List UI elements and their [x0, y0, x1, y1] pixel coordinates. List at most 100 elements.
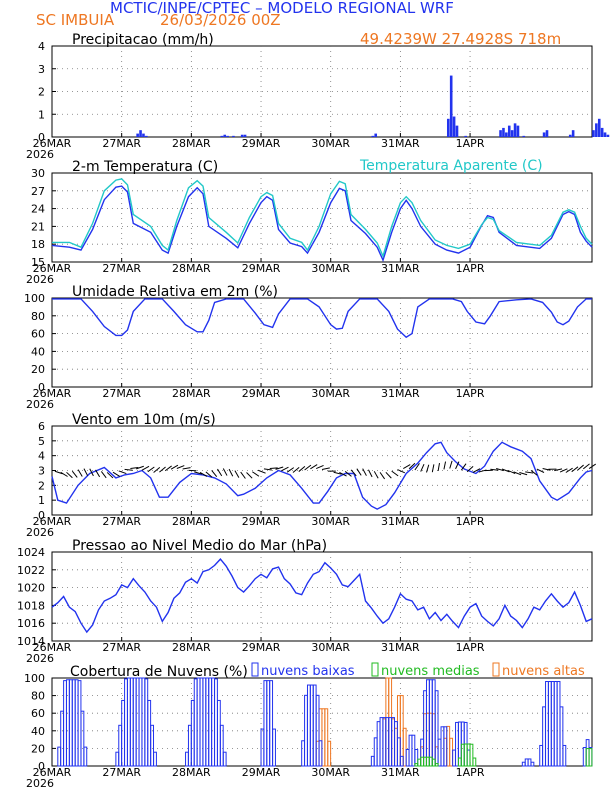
- wind-vector: [223, 469, 227, 476]
- cloud-bar-low: [528, 759, 531, 766]
- x-tick-label: 30MAR: [311, 766, 350, 779]
- cloud-bar-mid: [432, 759, 435, 766]
- cloud-bar-low: [456, 722, 459, 766]
- y-tick-label: 100: [24, 292, 45, 305]
- cloud-bar-low: [557, 682, 560, 766]
- cloud-bar-low: [142, 678, 145, 766]
- x-axis-year: 2026: [26, 273, 54, 286]
- cloud-bar-low: [217, 700, 220, 766]
- run-time: 26/03/2026 00Z: [160, 11, 281, 29]
- wind-vector: [357, 469, 361, 476]
- wind-vector: [264, 469, 272, 470]
- cloud-bar-low: [305, 695, 308, 766]
- wind-vector: [183, 468, 191, 469]
- precip-bar: [607, 135, 610, 137]
- cloud-bar-mid: [435, 764, 438, 766]
- x-tick-label: 29MAR: [242, 515, 281, 528]
- precip-bar: [447, 119, 450, 137]
- x-tick-label: 30MAR: [311, 387, 350, 400]
- x-axis-year: 2026: [26, 148, 54, 161]
- wind-vector: [247, 472, 253, 478]
- cloud-bar-low: [220, 725, 223, 766]
- x-tick-label: 1APR: [456, 137, 485, 150]
- x-axis-year: 2026: [26, 398, 54, 411]
- cloud-bar-low: [310, 685, 313, 766]
- x-tick-label: 30MAR: [311, 641, 350, 654]
- x-tick-label: 1APR: [456, 387, 485, 400]
- cloud-bar-low: [432, 680, 435, 766]
- cloud-bar-high: [322, 709, 325, 766]
- cloud-bar-high: [403, 728, 406, 766]
- wind-vector: [368, 470, 372, 477]
- cloud-bar-high: [325, 709, 328, 766]
- cloud-bar-low: [197, 678, 200, 766]
- precip-bar: [221, 136, 224, 137]
- panel-title: 2-m Temperatura (C): [72, 159, 218, 175]
- legend-label: nuvens baixas: [261, 664, 355, 679]
- cloud-bar-low: [386, 718, 389, 766]
- cloud-bar-low: [412, 735, 415, 766]
- x-axis-year: 2026: [26, 526, 54, 539]
- precip-bar: [136, 134, 139, 137]
- wind-vector: [67, 472, 73, 477]
- wind-vector: [392, 471, 398, 476]
- cloud-bar-low: [148, 700, 151, 766]
- series-line-umidade: [52, 299, 592, 337]
- cloud-bar-low: [72, 680, 75, 766]
- x-axis-year: 2026: [26, 652, 54, 665]
- precip-bar: [499, 130, 502, 137]
- cloud-bar-low: [441, 727, 444, 766]
- cloud-bar-low: [67, 680, 70, 766]
- y-tick-label: 1: [38, 494, 45, 507]
- wind-vector: [432, 464, 434, 472]
- cloud-bar-low: [583, 748, 586, 766]
- wind-vector: [72, 471, 77, 477]
- panel-title: Vento em 10m (m/s): [72, 412, 216, 428]
- x-tick-label: 1APR: [456, 262, 485, 275]
- cloud-bar-mid: [458, 758, 461, 766]
- x-tick-label: 29MAR: [242, 262, 281, 275]
- wind-vector: [316, 465, 323, 468]
- cloud-bar-low: [453, 750, 456, 766]
- precip-bar: [543, 132, 546, 137]
- cloud-bar-low: [81, 711, 84, 766]
- legend-swatch: [372, 663, 378, 676]
- y-tick-label: 4: [38, 450, 45, 463]
- x-tick-label: 31MAR: [381, 137, 420, 150]
- wind-vector: [444, 462, 446, 470]
- cloud-bar-low: [151, 725, 154, 766]
- x-tick-label: 27MAR: [102, 262, 141, 275]
- wind-vector: [299, 466, 305, 471]
- cloud-bar-high: [450, 738, 453, 766]
- x-tick-label: 29MAR: [242, 766, 281, 779]
- y-tick-label: 18: [31, 238, 45, 251]
- x-tick-label: 31MAR: [381, 515, 420, 528]
- y-tick-label: 30: [31, 167, 45, 180]
- cloud-bar-low: [313, 685, 316, 766]
- y-tick-label: 27: [31, 185, 45, 198]
- x-tick-label: 29MAR: [242, 137, 281, 150]
- cloud-bar-low: [406, 749, 409, 766]
- cloud-bar-low: [560, 707, 563, 766]
- cloud-bar-low: [139, 678, 142, 766]
- station-coords: 49.4239W 27.4928S 718m: [360, 30, 561, 48]
- cloud-bar-low: [302, 741, 305, 766]
- y-tick-label: 80: [31, 310, 45, 323]
- precip-bar: [502, 128, 505, 137]
- cloud-bar-low: [209, 678, 212, 766]
- cloud-bar-low: [319, 741, 322, 766]
- precip-bar: [223, 135, 226, 137]
- y-tick-label: 1018: [17, 599, 45, 612]
- cloud-bar-low: [273, 729, 276, 766]
- x-tick-label: 31MAR: [381, 766, 420, 779]
- wind-vector: [577, 465, 583, 470]
- x-tick-label: 30MAR: [311, 262, 350, 275]
- cloud-bar-mid: [464, 744, 467, 766]
- cloud-bar-mid: [461, 744, 464, 766]
- wind-vector: [363, 469, 367, 476]
- legend-apparent-temp: Temperatura Aparente (C): [359, 158, 543, 174]
- y-tick-label: 5: [38, 435, 45, 448]
- cloud-bar-low: [116, 752, 119, 766]
- wind-vector: [212, 470, 217, 476]
